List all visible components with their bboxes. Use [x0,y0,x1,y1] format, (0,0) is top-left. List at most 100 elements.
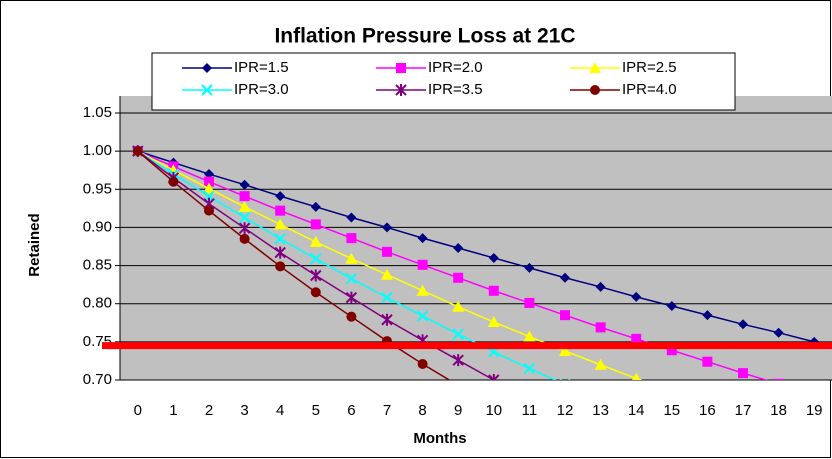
y-tick-label: 1.05 [83,104,112,121]
marker [560,310,570,321]
legend-label: IPR=2.0 [428,59,483,76]
marker [488,374,500,380]
marker [590,85,600,95]
marker [204,205,214,216]
marker [381,268,393,280]
marker [345,272,358,285]
marker [346,212,357,223]
marker [238,222,251,235]
x-tick-label: 14 [628,402,645,419]
marker [702,310,713,321]
marker [275,205,286,216]
x-tick-label: 12 [557,402,574,419]
marker [238,211,251,224]
marker [631,333,642,344]
legend-label: IPR=4.0 [622,81,677,98]
marker [632,372,641,380]
y-tick-label: 1.00 [83,142,112,159]
marker [487,316,500,328]
marker [417,358,428,369]
marker [738,319,748,330]
marker [559,345,571,357]
marker [381,313,393,326]
series-line [137,150,815,343]
x-tick-label: 8 [418,402,426,419]
plot-area [120,96,832,380]
y-tick-label: 0.70 [83,371,112,388]
marker [204,176,214,187]
marker [417,233,428,244]
chart-title: Inflation Pressure Loss at 21C [274,25,575,48]
marker [310,201,321,212]
legend-label: IPR=1.5 [234,59,289,76]
marker [416,284,429,296]
legend-box [151,52,736,111]
marker [523,362,536,375]
marker [453,272,464,283]
marker [488,252,499,263]
legend-label: IPR=2.5 [622,59,677,76]
marker [595,281,606,292]
marker [168,176,179,187]
marker [524,297,535,308]
marker [202,63,212,73]
x-tick-label: 10 [485,402,502,419]
x-tick-label: 13 [592,402,609,419]
x-tick-label: 0 [134,402,142,419]
x-tick-label: 4 [276,402,284,419]
marker [275,261,286,272]
marker [239,191,250,202]
x-tick-label: 5 [312,402,320,419]
marker [201,84,213,96]
marker [310,287,321,298]
y-tick-label: 0.80 [83,295,112,312]
y-tick-label: 0.90 [83,218,112,235]
marker [395,84,407,96]
marker [310,252,322,265]
x-tick-label: 18 [770,402,787,419]
marker [345,291,358,304]
marker [594,358,607,370]
x-axis-label: Months [413,430,466,447]
x-tick-label: 16 [699,402,716,419]
y-tick-label: 0.85 [83,257,112,274]
marker [773,378,784,380]
marker [346,311,357,322]
marker [204,169,214,180]
y-tick-label: 0.95 [83,180,112,197]
marker [452,328,464,340]
marker [274,218,287,230]
marker [589,62,601,73]
legend-label: IPR=3.5 [428,81,483,98]
marker [666,345,677,356]
x-tick-label: 2 [205,402,213,419]
x-tick-label: 19 [806,402,823,419]
x-tick-label: 9 [454,402,462,419]
x-tick-label: 15 [663,402,680,419]
marker [274,246,286,259]
marker [132,146,143,157]
marker [523,330,536,342]
marker [773,327,784,338]
marker [452,300,465,312]
marker [239,179,250,190]
marker [417,259,428,270]
marker [453,243,464,254]
marker [275,191,286,202]
x-tick-label: 3 [240,402,248,419]
marker [239,233,250,244]
marker [524,262,535,273]
marker [595,322,606,333]
marker [666,301,677,312]
marker [416,310,429,322]
legend-label: IPR=3.0 [234,81,289,98]
marker [631,291,642,302]
x-tick-label: 6 [347,402,355,419]
x-tick-label: 11 [522,402,538,419]
x-tick-label: 17 [735,402,752,419]
marker [309,235,322,247]
series-line [137,150,451,380]
marker [310,269,322,282]
marker [702,356,713,367]
